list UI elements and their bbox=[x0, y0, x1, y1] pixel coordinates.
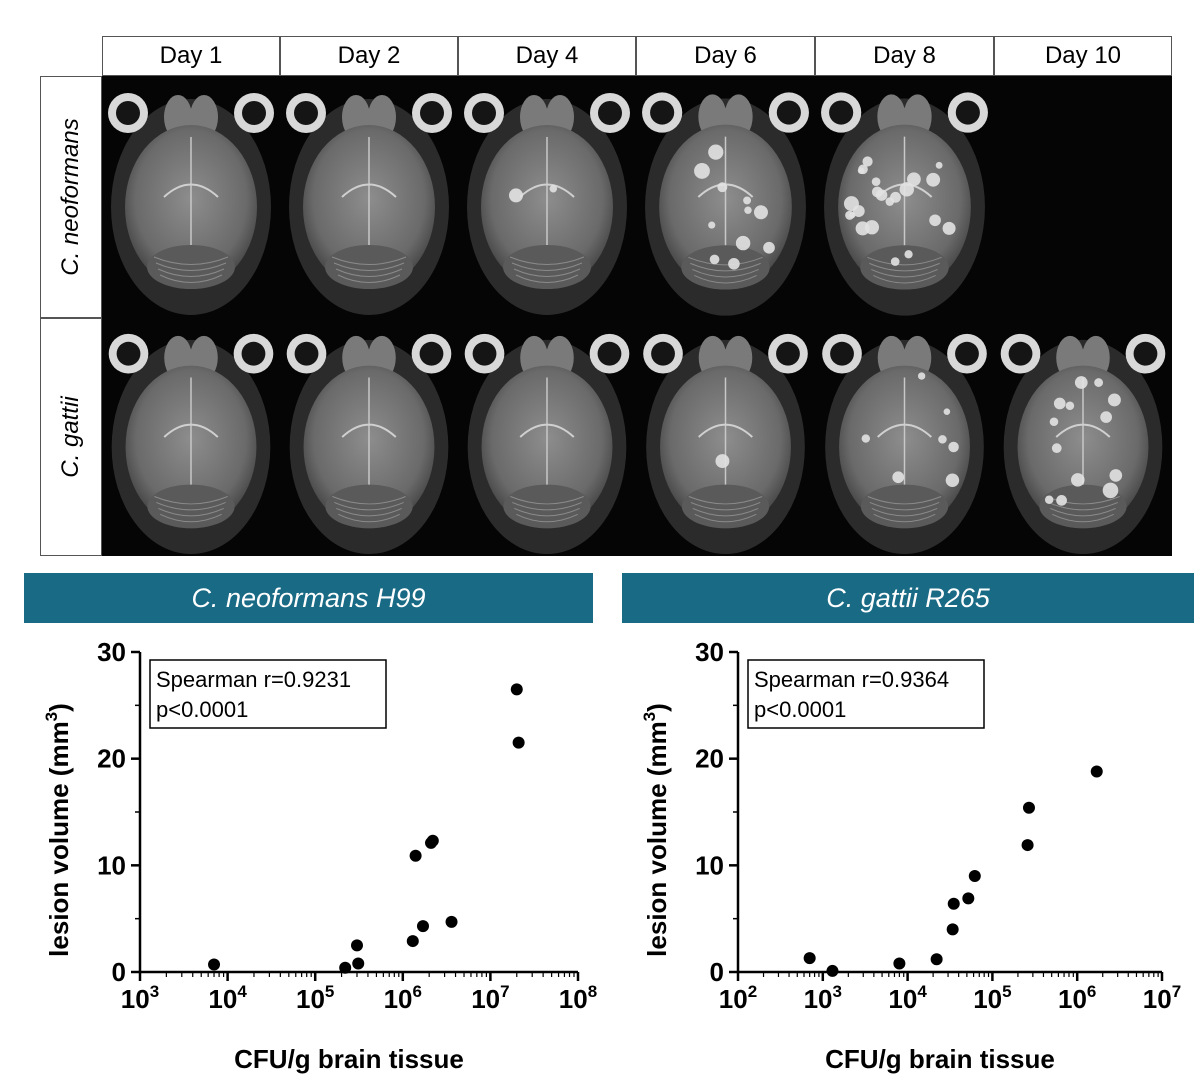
data-point bbox=[1021, 839, 1034, 852]
day-header-5: Day 10 bbox=[994, 36, 1172, 76]
y-tick-label: 0 bbox=[710, 957, 724, 987]
x-tick-label: 106 bbox=[1058, 982, 1096, 1014]
y-axis-label: lesion volume (mm3) bbox=[640, 703, 672, 957]
annotation-line: Spearman r=0.9364 bbox=[754, 667, 949, 692]
data-point bbox=[352, 957, 365, 970]
mri-scan-r0-c5 bbox=[994, 76, 1172, 318]
mri-scan-r0-c4 bbox=[815, 76, 994, 318]
data-point bbox=[350, 939, 363, 952]
x-tick-label: 107 bbox=[471, 982, 509, 1014]
annotation-box bbox=[149, 659, 387, 729]
y-tick-label: 10 bbox=[97, 850, 126, 880]
row-header-gattii: C. gattii bbox=[40, 318, 102, 556]
x-tick-label: 107 bbox=[1143, 982, 1181, 1014]
x-tick-label: 104 bbox=[208, 982, 247, 1014]
data-point bbox=[416, 920, 429, 933]
data-point bbox=[406, 935, 419, 948]
data-point bbox=[1022, 801, 1035, 814]
day-header-3: Day 6 bbox=[636, 36, 815, 76]
banner-title-gattii: C. gattii R265 bbox=[826, 582, 990, 613]
annotation-line: p<0.0001 bbox=[754, 697, 846, 722]
banner-gattii: C. gattii R265 bbox=[622, 573, 1194, 623]
mri-scan-r1-c4 bbox=[815, 318, 994, 556]
data-point bbox=[968, 870, 981, 882]
x-tick-label: 105 bbox=[296, 982, 334, 1014]
y-tick-label: 20 bbox=[97, 744, 126, 774]
data-point bbox=[1090, 765, 1103, 778]
chart-svg: 0 10 20 30 102 103 104 105 106 107 CFU/g brain tis… bbox=[640, 637, 1181, 1074]
x-tick-label: 108 bbox=[559, 982, 597, 1014]
y-tick-label: 30 bbox=[97, 637, 126, 667]
x-tick-label: 103 bbox=[804, 982, 842, 1014]
day-header-2: Day 4 bbox=[458, 36, 636, 76]
mri-scan-r1-c5 bbox=[994, 318, 1172, 556]
x-tick-label: 103 bbox=[121, 982, 159, 1014]
mri-scan-r1-c1 bbox=[280, 318, 458, 556]
data-point bbox=[208, 958, 221, 971]
scatter-chart-neoformans: 0 10 20 30 103 104 105 106 107 108 CFU/g brain tis… bbox=[0, 630, 600, 1086]
banner-title-neoformans: C. neoformans H99 bbox=[191, 582, 426, 613]
day-header-0: Day 1 bbox=[102, 36, 280, 76]
data-point bbox=[893, 957, 906, 970]
x-axis-label: CFU/g brain tissue bbox=[825, 1044, 1055, 1074]
annotation-box bbox=[747, 659, 985, 729]
mri-panel: Day 1 Day 2 Day 4 Day 6 Day 8 Day 10 C. neofo… bbox=[40, 36, 1172, 556]
data-point bbox=[426, 834, 439, 847]
mri-image-grid bbox=[102, 76, 1172, 556]
mri-scan-r0-c2 bbox=[458, 76, 636, 318]
row-header-neoformans: C. neoformans bbox=[40, 76, 102, 318]
data-point bbox=[826, 964, 839, 977]
data-point bbox=[409, 849, 422, 862]
row-label-gattii: C. gattii bbox=[57, 396, 84, 478]
mri-scan-r1-c3 bbox=[636, 318, 815, 556]
scatter-chart-gattii: 0 10 20 30 102 103 104 105 106 107 CFU/g brain tis… bbox=[600, 630, 1200, 1086]
annotation-line: Spearman r=0.9231 bbox=[156, 667, 351, 692]
y-tick-label: 20 bbox=[695, 744, 724, 774]
mri-scan-r0-c1 bbox=[280, 76, 458, 318]
data-point bbox=[946, 923, 959, 936]
mri-scan-r0-c0 bbox=[102, 76, 280, 318]
mri-scan-r1-c0 bbox=[102, 318, 280, 556]
x-axis-label: CFU/g brain tissue bbox=[234, 1044, 464, 1074]
data-point bbox=[339, 961, 352, 974]
banner-neoformans: C. neoformans H99 bbox=[24, 573, 593, 623]
data-point bbox=[510, 683, 523, 696]
day-header-1: Day 2 bbox=[280, 36, 458, 76]
chart-svg: 0 10 20 30 103 104 105 106 107 108 CFU/g brain tis… bbox=[42, 637, 597, 1074]
data-point bbox=[445, 915, 458, 928]
annotation-line: p<0.0001 bbox=[156, 697, 248, 722]
x-tick-label: 102 bbox=[719, 982, 757, 1014]
mri-scan-r1-c2 bbox=[458, 318, 636, 556]
data-point bbox=[512, 736, 525, 749]
data-point bbox=[962, 892, 975, 905]
data-point bbox=[947, 897, 960, 910]
y-axis-label: lesion volume (mm3) bbox=[42, 703, 74, 957]
day-header-4: Day 8 bbox=[815, 36, 994, 76]
y-tick-label: 0 bbox=[112, 957, 126, 987]
data-point bbox=[930, 953, 943, 966]
data-point bbox=[803, 952, 816, 965]
x-tick-label: 105 bbox=[973, 982, 1011, 1014]
mri-scan-r0-c3 bbox=[636, 76, 815, 318]
row-label-neoformans: C. neoformans bbox=[57, 118, 84, 276]
x-tick-label: 106 bbox=[384, 982, 422, 1014]
x-tick-label: 104 bbox=[888, 982, 927, 1014]
y-tick-label: 10 bbox=[695, 850, 724, 880]
y-tick-label: 30 bbox=[695, 637, 724, 667]
